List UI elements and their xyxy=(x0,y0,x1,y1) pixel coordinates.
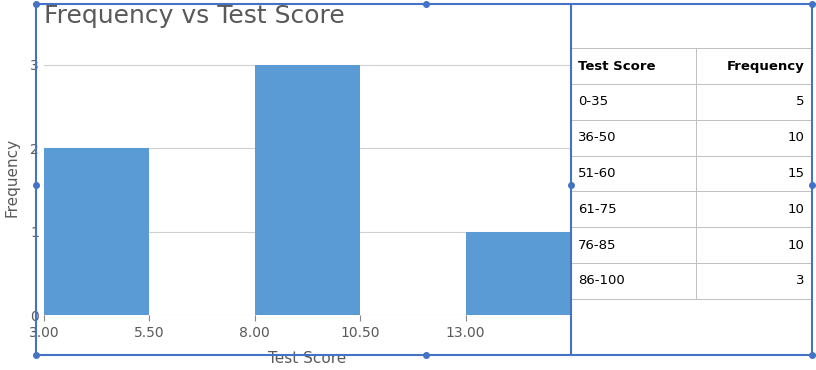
Bar xyxy=(571,263,812,299)
Text: 76-85: 76-85 xyxy=(579,239,617,252)
Bar xyxy=(571,48,812,84)
Bar xyxy=(571,191,812,227)
Bar xyxy=(466,232,571,315)
Text: 0-35: 0-35 xyxy=(579,95,608,108)
Text: Frequency vs Test Score: Frequency vs Test Score xyxy=(44,4,345,28)
Text: 10: 10 xyxy=(787,203,805,216)
Bar xyxy=(571,84,812,120)
Text: 86-100: 86-100 xyxy=(579,275,625,287)
Text: 10: 10 xyxy=(787,239,805,252)
Text: Test Score: Test Score xyxy=(579,60,656,73)
Text: 10: 10 xyxy=(787,131,805,144)
Bar xyxy=(571,227,812,263)
Y-axis label: Frequency: Frequency xyxy=(4,138,19,217)
Bar xyxy=(44,148,149,315)
X-axis label: Test Score: Test Score xyxy=(268,351,347,366)
Text: 5: 5 xyxy=(796,95,805,108)
Text: 15: 15 xyxy=(787,167,805,180)
Bar xyxy=(255,65,360,315)
Text: 3: 3 xyxy=(796,275,805,287)
Bar xyxy=(571,120,812,155)
Text: 51-60: 51-60 xyxy=(579,167,617,180)
Text: Frequency: Frequency xyxy=(727,60,805,73)
Text: 36-50: 36-50 xyxy=(579,131,617,144)
Text: 61-75: 61-75 xyxy=(579,203,617,216)
Bar xyxy=(571,155,812,191)
